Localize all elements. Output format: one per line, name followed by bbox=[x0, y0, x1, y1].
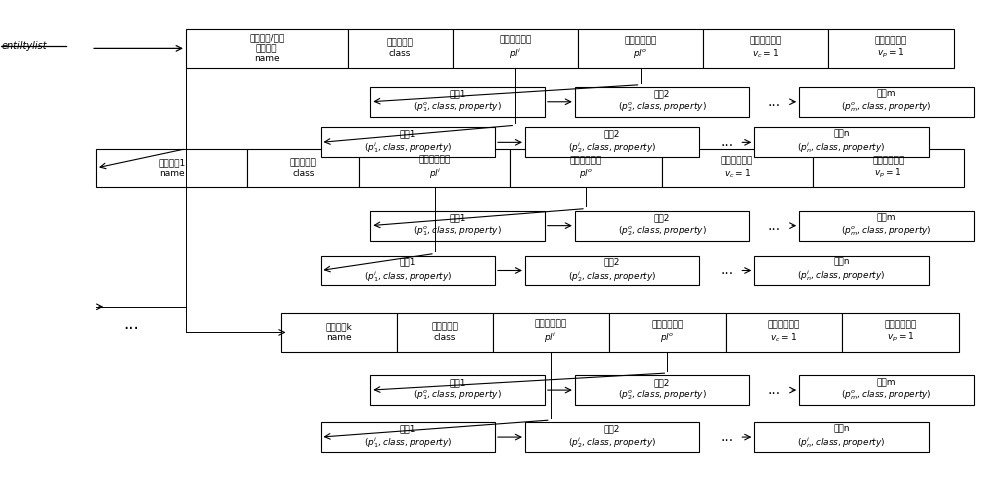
Text: 端口1
$(p_1^o,class,property)$: 端口1 $(p_1^o,class,property)$ bbox=[413, 213, 502, 238]
FancyBboxPatch shape bbox=[359, 149, 510, 187]
FancyBboxPatch shape bbox=[281, 313, 397, 352]
Text: 端口n
$(p_n^i,class,property)$: 端口n $(p_n^i,class,property)$ bbox=[797, 424, 886, 450]
Text: 端口2
$(p_2^i,class,property)$: 端口2 $(p_2^i,class,property)$ bbox=[568, 424, 656, 450]
FancyBboxPatch shape bbox=[578, 29, 703, 68]
Text: 内部实体1
name: 内部实体1 name bbox=[158, 158, 185, 178]
Text: 数据消耗速率
$v_c=1$: 数据消耗速率 $v_c=1$ bbox=[721, 156, 753, 180]
FancyBboxPatch shape bbox=[609, 313, 726, 352]
Text: ...: ... bbox=[768, 383, 781, 397]
Text: 数据生成速率
$v_p=1$: 数据生成速率 $v_p=1$ bbox=[872, 156, 904, 180]
Text: 所属类类型
class: 所属类类型 class bbox=[431, 323, 458, 342]
Text: 端口1
$(p_1^i,class,property)$: 端口1 $(p_1^i,class,property)$ bbox=[364, 257, 452, 284]
FancyBboxPatch shape bbox=[510, 149, 662, 187]
FancyBboxPatch shape bbox=[799, 375, 974, 405]
FancyBboxPatch shape bbox=[575, 211, 749, 241]
FancyBboxPatch shape bbox=[754, 422, 929, 452]
Text: 数据消耗速率
$v_c=1$: 数据消耗速率 $v_c=1$ bbox=[750, 37, 782, 60]
Text: 端口2
$(p_2^o,class,property)$: 端口2 $(p_2^o,class,property)$ bbox=[618, 213, 706, 238]
FancyBboxPatch shape bbox=[370, 211, 545, 241]
Text: 端口1
$(p_1^o,class,property)$: 端口1 $(p_1^o,class,property)$ bbox=[413, 89, 502, 114]
FancyBboxPatch shape bbox=[525, 422, 699, 452]
Text: 内部实体k
name: 内部实体k name bbox=[326, 323, 352, 342]
Text: 端口2
$(p_2^o,class,property)$: 端口2 $(p_2^o,class,property)$ bbox=[618, 378, 706, 402]
FancyBboxPatch shape bbox=[493, 313, 609, 352]
FancyBboxPatch shape bbox=[370, 87, 545, 117]
Text: ...: ... bbox=[720, 135, 733, 149]
FancyBboxPatch shape bbox=[575, 87, 749, 117]
FancyBboxPatch shape bbox=[726, 313, 842, 352]
Text: 输出端口链表
$pl^{o}$: 输出端口链表 $pl^{o}$ bbox=[624, 37, 657, 60]
FancyBboxPatch shape bbox=[799, 87, 974, 117]
FancyBboxPatch shape bbox=[525, 255, 699, 286]
Text: 端口2
$(p_2^o,class,property)$: 端口2 $(p_2^o,class,property)$ bbox=[618, 89, 706, 114]
Text: ...: ... bbox=[768, 219, 781, 233]
Text: 输入端口链表
$pl^{i}$: 输入端口链表 $pl^{i}$ bbox=[499, 36, 531, 61]
Text: 端口m
$(p_m^o,class,property)$: 端口m $(p_m^o,class,property)$ bbox=[841, 213, 932, 238]
FancyBboxPatch shape bbox=[662, 149, 813, 187]
Text: 输入端口链表
$pl^{i}$: 输入端口链表 $pl^{i}$ bbox=[535, 320, 567, 345]
Text: 输入端口链表
$pl^{i}$: 输入端口链表 $pl^{i}$ bbox=[419, 155, 451, 181]
Text: ...: ... bbox=[720, 263, 733, 278]
FancyBboxPatch shape bbox=[348, 29, 453, 68]
Text: 所属类类型
class: 所属类类型 class bbox=[387, 39, 414, 58]
Text: 端口n
$(p_n^i,class,property)$: 端口n $(p_n^i,class,property)$ bbox=[797, 129, 886, 155]
FancyBboxPatch shape bbox=[320, 255, 495, 286]
Text: 数据生成速率
$v_p=1$: 数据生成速率 $v_p=1$ bbox=[875, 37, 907, 60]
Text: 输出端口链表
$pl^{o}$: 输出端口链表 $pl^{o}$ bbox=[570, 156, 602, 180]
Text: 端口n
$(p_n^i,class,property)$: 端口n $(p_n^i,class,property)$ bbox=[797, 257, 886, 284]
Text: ...: ... bbox=[720, 430, 733, 444]
Text: 端口1
$(p_1^o,class,property)$: 端口1 $(p_1^o,class,property)$ bbox=[413, 378, 502, 402]
Text: 端口m
$(p_m^o,class,property)$: 端口m $(p_m^o,class,property)$ bbox=[841, 378, 932, 402]
Text: 端口m
$(p_m^o,class,property)$: 端口m $(p_m^o,class,property)$ bbox=[841, 89, 932, 114]
Text: 端口2
$(p_2^i,class,property)$: 端口2 $(p_2^i,class,property)$ bbox=[568, 257, 656, 284]
FancyBboxPatch shape bbox=[320, 127, 495, 157]
FancyBboxPatch shape bbox=[575, 375, 749, 405]
FancyBboxPatch shape bbox=[247, 149, 359, 187]
FancyBboxPatch shape bbox=[453, 29, 578, 68]
Text: 数据消耗速率
$v_c=1$: 数据消耗速率 $v_c=1$ bbox=[768, 321, 800, 344]
FancyBboxPatch shape bbox=[96, 149, 247, 187]
Text: 端口1
$(p_1^i,class,property)$: 端口1 $(p_1^i,class,property)$ bbox=[364, 129, 452, 155]
FancyBboxPatch shape bbox=[397, 313, 493, 352]
Text: entiltylist: entiltylist bbox=[1, 41, 47, 51]
FancyBboxPatch shape bbox=[186, 29, 348, 68]
FancyBboxPatch shape bbox=[828, 29, 954, 68]
FancyBboxPatch shape bbox=[320, 422, 495, 452]
FancyBboxPatch shape bbox=[754, 255, 929, 286]
FancyBboxPatch shape bbox=[813, 149, 964, 187]
FancyBboxPatch shape bbox=[754, 127, 929, 157]
Text: 数据生成速率
$v_p=1$: 数据生成速率 $v_p=1$ bbox=[884, 321, 917, 344]
FancyBboxPatch shape bbox=[703, 29, 828, 68]
FancyBboxPatch shape bbox=[370, 375, 545, 405]
Text: 端口2
$(p_2^i,class,property)$: 端口2 $(p_2^i,class,property)$ bbox=[568, 129, 656, 155]
Text: ...: ... bbox=[768, 95, 781, 109]
Text: 复合实体/顶层
系统模型
name: 复合实体/顶层 系统模型 name bbox=[249, 34, 284, 63]
Text: 所属类类型
class: 所属类类型 class bbox=[290, 158, 317, 178]
FancyBboxPatch shape bbox=[842, 313, 959, 352]
Text: 端口1
$(p_1^i,class,property)$: 端口1 $(p_1^i,class,property)$ bbox=[364, 424, 452, 450]
FancyBboxPatch shape bbox=[525, 127, 699, 157]
Text: ...: ... bbox=[123, 315, 139, 333]
Text: 输出端口链表
$pl^{o}$: 输出端口链表 $pl^{o}$ bbox=[651, 321, 683, 344]
FancyBboxPatch shape bbox=[799, 211, 974, 241]
